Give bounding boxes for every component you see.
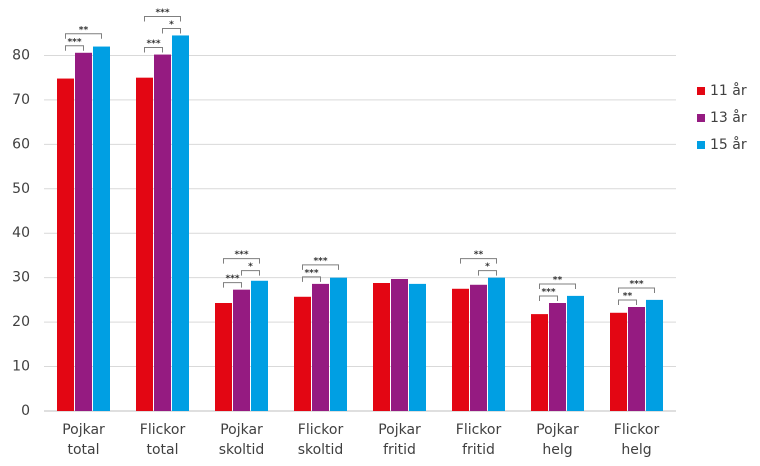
x-tick-label: Flickor fritid — [455, 422, 502, 458]
x-tick-label: Pojkar skoltid — [218, 422, 265, 458]
significance-label: *** — [629, 280, 643, 290]
significance-bracket — [618, 299, 637, 305]
bar — [567, 295, 584, 411]
significance-label: ** — [474, 250, 484, 260]
legend-swatch — [697, 141, 705, 149]
significance-bracket — [539, 295, 558, 301]
bar — [75, 52, 92, 412]
significance-bracket — [65, 45, 84, 51]
significance-label: *** — [146, 39, 160, 49]
y-tick-label: 50 — [12, 181, 30, 197]
bar — [215, 303, 232, 411]
significance-bracket — [302, 264, 339, 270]
bar — [154, 54, 171, 412]
bar — [488, 277, 505, 411]
significance-bracket — [539, 283, 576, 289]
bar — [531, 314, 548, 411]
bar — [610, 312, 627, 411]
significance-label: *** — [225, 274, 239, 284]
x-tick-label: Pojkar total — [62, 422, 105, 458]
significance-label: * — [169, 20, 174, 30]
y-tick-label: 20 — [12, 314, 30, 330]
significance-label: * — [485, 262, 490, 272]
significance-bracket — [144, 47, 163, 53]
x-tick-label: Flickor total — [139, 422, 186, 458]
legend-swatch — [697, 87, 705, 95]
significance-bracket — [223, 282, 242, 288]
significance-label: * — [248, 262, 253, 272]
significance-bracket — [460, 258, 497, 264]
legend-label: 15 år — [710, 136, 747, 153]
bar — [233, 289, 250, 411]
legend-label: 11 år — [710, 82, 747, 99]
significance-bracket — [162, 27, 181, 34]
bar — [409, 283, 426, 411]
legend-swatch — [697, 114, 705, 122]
significance-label: *** — [234, 250, 248, 260]
significance-label: *** — [155, 8, 169, 18]
x-tick-label: Flickor skoltid — [297, 422, 344, 458]
y-tick-label: 40 — [12, 225, 30, 241]
bar — [93, 46, 110, 412]
y-tick-label: 30 — [12, 270, 30, 286]
y-tick-label: 70 — [12, 92, 30, 108]
bar — [452, 288, 469, 411]
bar — [646, 299, 663, 411]
bar — [330, 277, 347, 411]
bar — [628, 307, 645, 411]
y-tick-label: 60 — [12, 136, 30, 152]
significance-label: *** — [313, 256, 327, 266]
y-tick-label: 80 — [12, 47, 30, 63]
significance-label: ** — [79, 25, 89, 35]
bar — [251, 280, 268, 411]
significance-label: ** — [553, 276, 563, 286]
bar — [312, 283, 329, 411]
bar — [373, 283, 390, 411]
x-tick-label: Flickor helg — [613, 422, 660, 458]
bar — [57, 78, 74, 412]
significance-bracket — [478, 270, 497, 276]
y-tick-label: 10 — [12, 359, 30, 375]
bar — [136, 77, 153, 412]
significance-bracket — [144, 15, 181, 22]
significance-bracket — [618, 287, 655, 293]
significance-bracket — [65, 33, 102, 39]
bar — [470, 284, 487, 411]
significance-label: ** — [623, 292, 633, 302]
bar — [391, 279, 408, 411]
significance-bracket — [302, 276, 321, 282]
significance-bracket — [223, 258, 260, 264]
x-tick-label: Pojkar fritid — [378, 422, 421, 458]
significance-bracket — [241, 270, 260, 276]
bar — [172, 35, 189, 411]
significance-label: *** — [541, 288, 555, 298]
x-tick-label: Pojkar helg — [536, 422, 579, 458]
legend-label: 13 år — [710, 109, 747, 126]
significance-label: *** — [67, 37, 81, 47]
y-tick-label: 0 — [21, 403, 30, 419]
significance-label: *** — [304, 268, 318, 278]
bar — [549, 303, 566, 411]
bar — [294, 296, 311, 411]
